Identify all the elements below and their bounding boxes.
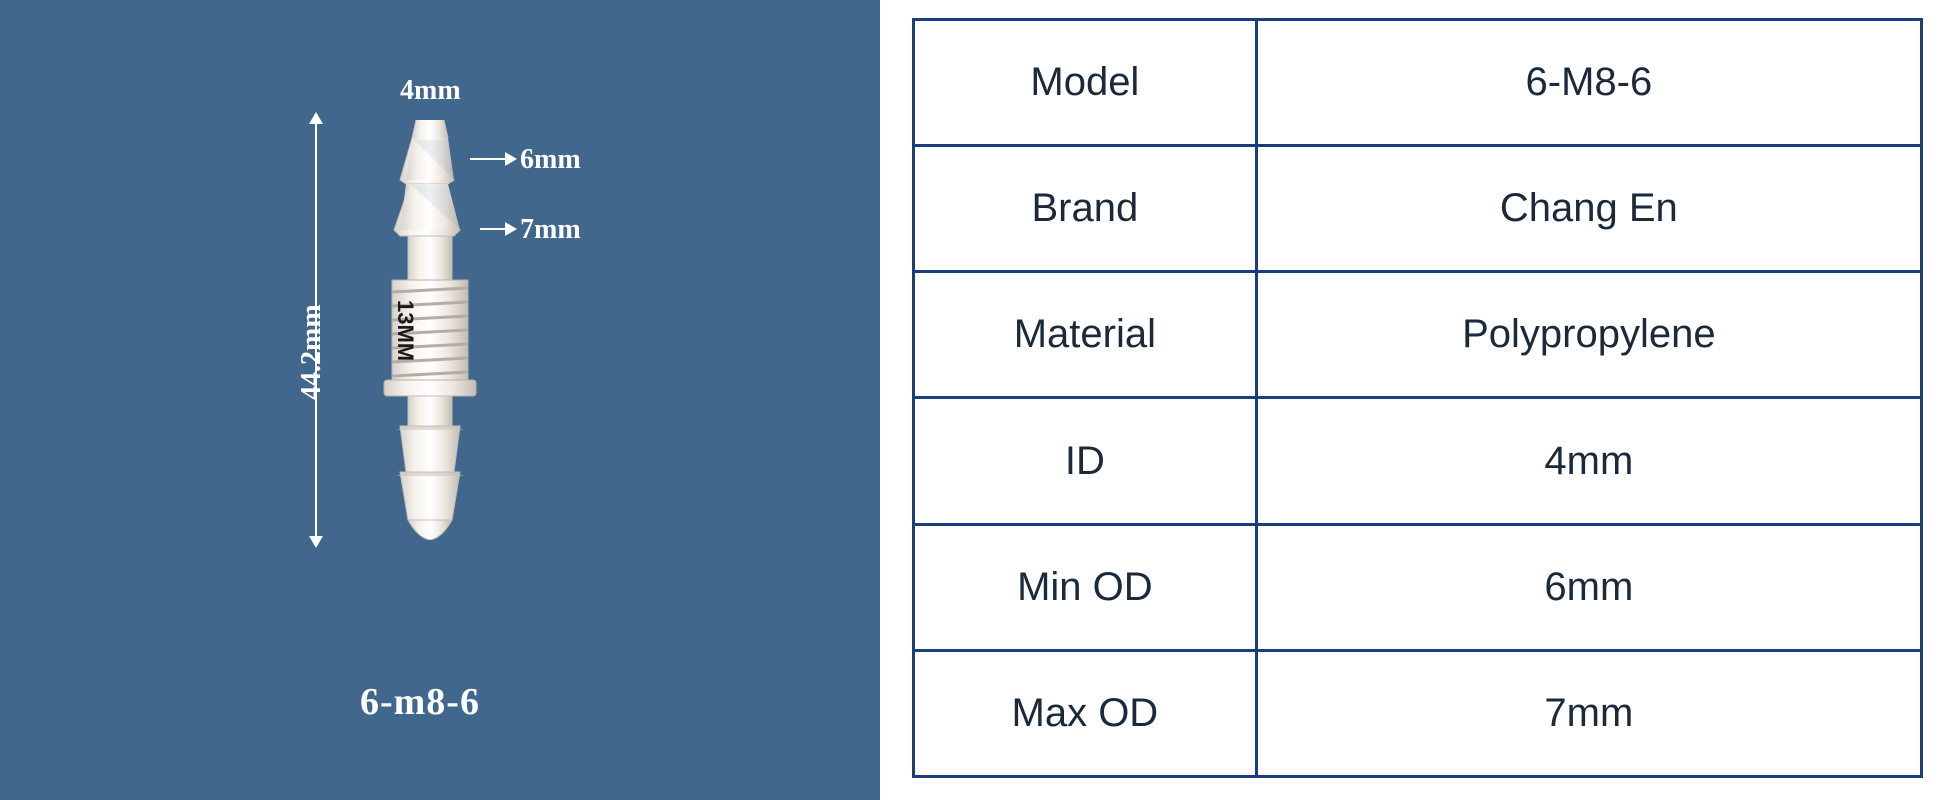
spec-key: ID <box>914 398 1257 524</box>
spec-table: Model 6-M8-6 Brand Chang En Material Pol… <box>912 18 1923 778</box>
dim-max-od: 7mm <box>520 214 581 246</box>
product-diagram-panel: 44.2mm 4mm 6mm 7mm <box>0 0 880 800</box>
connector-svg <box>370 120 490 540</box>
spec-table-panel: Model 6-M8-6 Brand Chang En Material Pol… <box>912 0 1941 800</box>
dim-top-id: 4mm <box>400 75 461 107</box>
height-arrow-head-top <box>309 112 323 124</box>
spec-value: 6mm <box>1256 524 1921 650</box>
height-arrow-head-bottom <box>309 536 323 548</box>
table-row: ID 4mm <box>914 398 1922 524</box>
max-od-arrow-head <box>505 222 517 236</box>
spec-key: Model <box>914 20 1257 146</box>
table-row: Min OD 6mm <box>914 524 1922 650</box>
dim-min-od: 6mm <box>520 144 581 176</box>
dim-thread-length: 13MM <box>392 300 418 361</box>
product-caption: 6-m8-6 <box>360 680 480 724</box>
spec-key: Material <box>914 272 1257 398</box>
spec-value: 7mm <box>1256 650 1921 776</box>
table-row: Brand Chang En <box>914 146 1922 272</box>
spec-value: Polypropylene <box>1256 272 1921 398</box>
spec-value: Chang En <box>1256 146 1921 272</box>
spec-key: Min OD <box>914 524 1257 650</box>
dim-total-length: 44.2mm <box>296 304 328 400</box>
spec-table-body: Model 6-M8-6 Brand Chang En Material Pol… <box>914 20 1922 777</box>
spec-key: Brand <box>914 146 1257 272</box>
spec-value: 6-M8-6 <box>1256 20 1921 146</box>
min-od-arrow-head <box>505 152 517 166</box>
spec-value: 4mm <box>1256 398 1921 524</box>
panel-gap <box>880 0 912 800</box>
connector-illustration <box>370 120 490 540</box>
table-row: Max OD 7mm <box>914 650 1922 776</box>
table-row: Model 6-M8-6 <box>914 20 1922 146</box>
table-row: Material Polypropylene <box>914 272 1922 398</box>
spec-key: Max OD <box>914 650 1257 776</box>
